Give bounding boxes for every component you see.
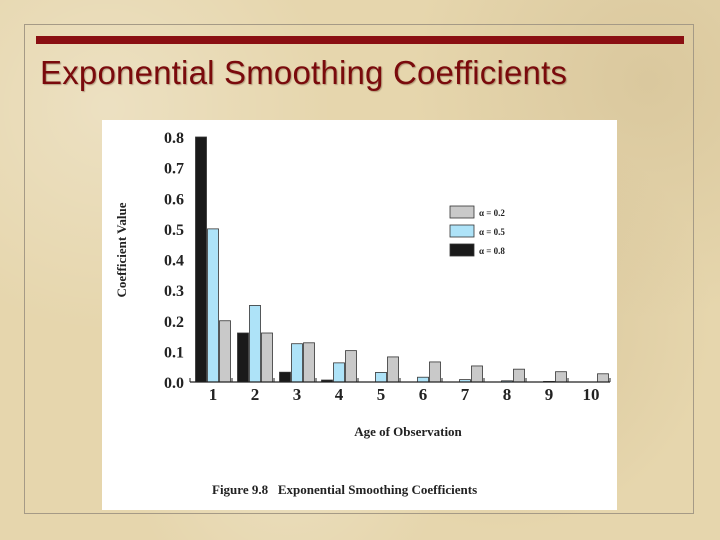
y-tick-label: 0.3: [164, 283, 184, 300]
x-tick-label: 7: [461, 385, 470, 404]
x-tick-label: 10: [583, 385, 600, 404]
y-tick-label: 0.5: [164, 222, 184, 239]
x-tick-label: 3: [293, 385, 302, 404]
legend-swatch: [449, 205, 475, 219]
bar: [597, 373, 609, 383]
axes: [189, 378, 611, 383]
legend-label: α = 0.2: [479, 208, 505, 218]
bar-chart: 0.00.10.20.30.40.50.60.70.8 1 2 3 4 5 6 7 8 9 10 …: [114, 130, 611, 497]
x-tick-label: 8: [503, 385, 512, 404]
bar: [303, 342, 315, 383]
bar: [555, 371, 567, 383]
x-tick-labels: 1 2 3 4 5 6 7 8 9 10: [209, 385, 600, 404]
bars: [195, 136, 609, 383]
bar: [375, 372, 387, 383]
bar: [513, 368, 525, 383]
y-tick-label: 0.7: [164, 161, 184, 178]
bar: [333, 362, 345, 383]
legend: α = 0.2 α = 0.5 α = 0.8: [449, 205, 505, 257]
bar: [207, 228, 219, 383]
bar: [219, 320, 231, 383]
bar: [387, 356, 399, 383]
title-rule: [36, 36, 684, 44]
bar: [249, 305, 261, 383]
x-axis-label: Age of Observation: [354, 424, 462, 439]
y-tick-label: 0.6: [164, 191, 184, 208]
y-tick-label: 0.1: [164, 344, 184, 361]
legend-swatch: [449, 243, 475, 257]
slide-frame: [24, 24, 694, 514]
y-axis-label: Coefficient Value: [114, 202, 129, 297]
bar: [471, 365, 483, 383]
x-tick-label: 5: [377, 385, 386, 404]
bar: [261, 332, 273, 383]
y-tick-label: 0.4: [164, 253, 184, 270]
legend-swatch: [449, 224, 475, 238]
x-tick-label: 2: [251, 385, 260, 404]
x-tick-label: 9: [545, 385, 554, 404]
x-tick-label: 1: [209, 385, 218, 404]
y-tick-label: 0.0: [164, 375, 184, 392]
y-tick-label: 0.8: [164, 130, 184, 147]
y-tick-label: 0.2: [164, 314, 184, 331]
bar: [195, 136, 207, 383]
chart-figure: 0.0 0.1 0.2 0.3 0.4 0.5 0.6 0.7 0.8 1 2 3 4 5 6 7 8 9 10 …: [102, 120, 617, 510]
bar: [417, 376, 429, 383]
figure-caption: Figure 9.8 Exponential Smoothing Coeffic…: [212, 482, 477, 497]
bar: [429, 361, 441, 383]
x-tick-label: 6: [419, 385, 428, 404]
bar: [291, 343, 303, 383]
x-tick-label: 4: [335, 385, 344, 404]
legend-label: α = 0.5: [479, 227, 505, 237]
legend-label: α = 0.8: [479, 246, 505, 256]
bar: [279, 371, 291, 383]
y-tick-labels: 0.0 0.1 0.2 0.3 0.4 0.5 0.6 0.7 0.8: [164, 130, 184, 392]
bar: [237, 332, 249, 383]
slide-title: Exponential Smoothing Coefficients: [40, 54, 568, 91]
bar: [345, 350, 357, 383]
